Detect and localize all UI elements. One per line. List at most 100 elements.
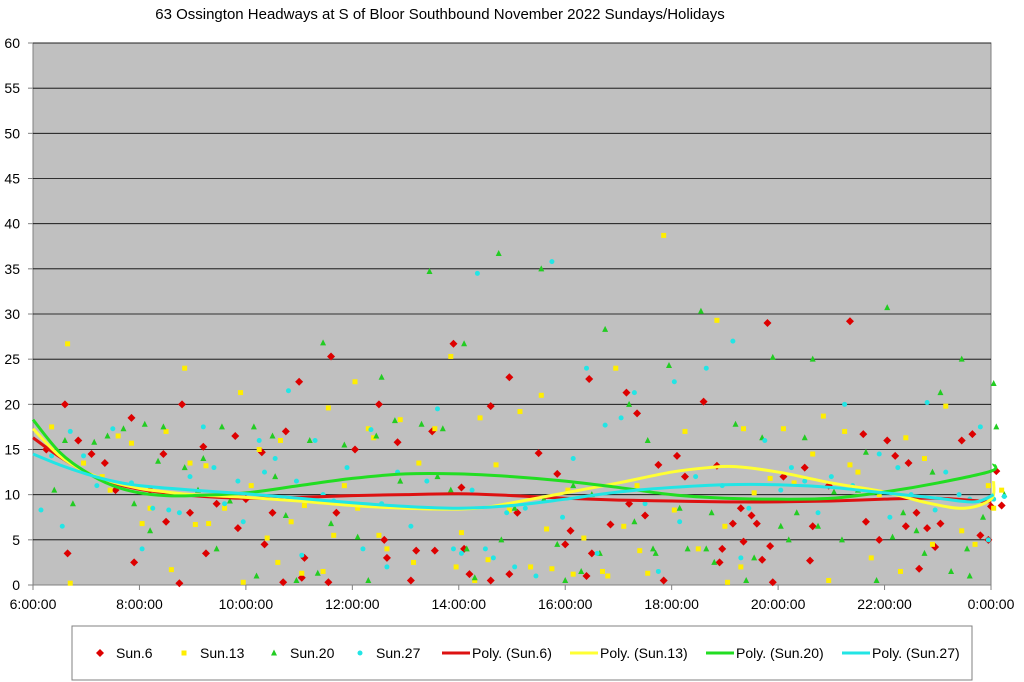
data-point <box>876 492 882 498</box>
data-point <box>762 437 768 443</box>
data-point <box>581 535 587 541</box>
data-point <box>67 428 73 434</box>
y-tick-label: 10 <box>4 487 20 503</box>
data-point <box>295 377 304 386</box>
data-point <box>560 514 566 520</box>
data-point <box>175 579 184 588</box>
legend-marker <box>96 649 104 657</box>
data-point <box>895 465 901 471</box>
data-point <box>485 557 491 563</box>
data-point <box>371 435 377 441</box>
legend-marker <box>357 650 363 656</box>
data-point <box>449 339 458 348</box>
data-point <box>730 338 736 344</box>
data-point <box>936 519 945 528</box>
legend-item-poly-sun-27: Poly. (Sun.27) <box>842 645 960 661</box>
x-tick-label: 12:00:00 <box>325 596 380 612</box>
data-point <box>506 507 512 513</box>
data-point <box>889 533 896 540</box>
data-point <box>288 519 294 525</box>
data-point <box>966 572 973 579</box>
data-point <box>565 487 571 493</box>
data-point <box>495 249 502 256</box>
data-point <box>985 483 991 489</box>
data-point <box>868 555 874 561</box>
data-point <box>200 455 207 462</box>
data-point <box>993 423 1000 430</box>
data-point <box>512 564 518 570</box>
series-sun-27 <box>38 259 1007 579</box>
data-point <box>815 510 821 516</box>
data-point <box>222 501 228 507</box>
data-point <box>923 524 932 533</box>
data-point <box>397 417 403 423</box>
data-point <box>767 475 773 481</box>
data-point <box>633 409 642 418</box>
data-point <box>275 559 281 565</box>
data-point <box>67 580 73 586</box>
data-point <box>38 507 44 513</box>
data-point <box>250 423 257 430</box>
data-point <box>861 517 870 526</box>
x-tick-label: 16:00:00 <box>538 596 593 612</box>
y-tick-label: 25 <box>4 351 20 367</box>
data-point <box>187 474 193 480</box>
data-point <box>802 478 808 484</box>
x-tick-label: 14:00:00 <box>432 596 487 612</box>
data-point <box>622 388 631 397</box>
data-point <box>511 504 518 511</box>
data-point <box>810 451 816 457</box>
data-point <box>921 549 928 556</box>
data-point <box>341 483 347 489</box>
data-point <box>937 389 944 396</box>
data-point <box>150 505 156 511</box>
data-point <box>264 535 270 541</box>
data-point <box>505 373 514 382</box>
data-point <box>178 400 187 409</box>
data-point <box>434 406 440 412</box>
data-point <box>439 425 446 432</box>
legend-entries: Sun.6 Sun.13 Sun.20 Sun.27 Poly. (Sun.6) Poly… <box>96 645 960 661</box>
data-point <box>472 577 478 583</box>
x-tick-label: 6:00:00 <box>10 596 57 612</box>
data-point <box>741 426 747 432</box>
data-point <box>360 546 366 552</box>
data-point <box>378 373 385 380</box>
data-point <box>680 472 689 481</box>
data-point <box>411 559 417 565</box>
y-tick-label: 45 <box>4 171 20 187</box>
data-point <box>331 532 337 538</box>
data-point <box>845 317 854 326</box>
data-point <box>714 317 720 323</box>
data-point <box>380 535 389 544</box>
data-point <box>743 576 750 583</box>
data-point <box>788 465 794 471</box>
data-point <box>751 554 758 561</box>
x-tick-label: 0:00:00 <box>968 596 1015 612</box>
data-point <box>374 400 383 409</box>
data-point <box>728 519 737 528</box>
data-point <box>758 555 767 564</box>
data-point <box>991 505 997 511</box>
data-point <box>642 501 648 507</box>
data-point <box>465 570 474 579</box>
data-point <box>715 558 724 567</box>
legend-label: Sun.27 <box>376 645 421 661</box>
data-point <box>570 456 576 462</box>
data-point <box>900 509 907 516</box>
data-point <box>842 428 848 434</box>
data-point <box>791 480 797 486</box>
data-point <box>222 505 228 511</box>
y-tick-label: 55 <box>4 80 20 96</box>
y-tick-label: 60 <box>4 35 20 51</box>
data-point <box>490 555 496 561</box>
data-point <box>898 568 904 574</box>
data-point <box>855 469 861 475</box>
data-point <box>684 545 691 552</box>
data-point <box>711 558 718 565</box>
data-point <box>976 531 985 540</box>
data-point <box>457 483 466 492</box>
data-point <box>486 402 495 411</box>
data-point <box>426 268 433 275</box>
